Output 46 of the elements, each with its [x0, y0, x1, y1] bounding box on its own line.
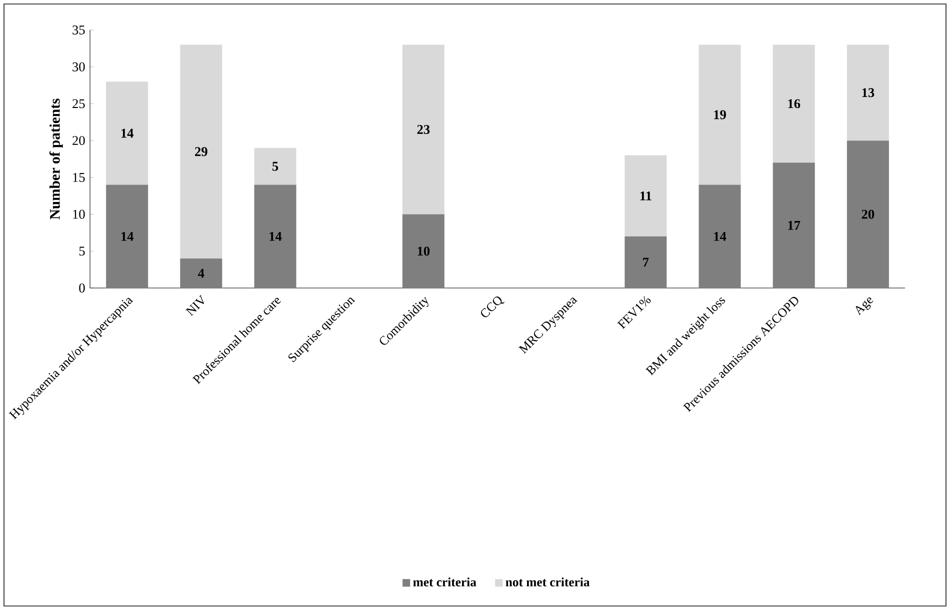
data-label: 19 [714, 110, 726, 120]
bar [772, 44, 815, 163]
bar [254, 184, 296, 288]
y-tick-label: 10 [73, 210, 85, 219]
bar [624, 155, 667, 236]
bar [402, 214, 444, 288]
data-label: 29 [195, 147, 208, 156]
bar [846, 140, 889, 288]
bar [180, 44, 222, 259]
data-label: 14 [121, 232, 134, 241]
bar [402, 44, 444, 214]
legend-label: met criteria [413, 577, 476, 586]
bar [180, 258, 222, 288]
data-label: 4 [198, 268, 204, 278]
data-label: 7 [643, 258, 649, 267]
bar [106, 184, 148, 288]
legend-label: not met criteria [506, 577, 590, 586]
data-label: 14 [714, 232, 726, 241]
bar [698, 44, 741, 185]
bar [624, 236, 667, 288]
data-label: 11 [640, 191, 652, 200]
data-label: 10 [418, 246, 430, 256]
y-axis-title: Number of patients [49, 98, 63, 220]
bar [254, 148, 296, 185]
bar [106, 82, 148, 185]
y-tick-label: 15 [73, 172, 85, 182]
bar [698, 184, 741, 288]
data-label: 23 [417, 125, 430, 134]
y-tick-label: 25 [72, 99, 85, 108]
data-label: 20 [862, 210, 874, 219]
y-tick-label: 5 [79, 246, 85, 256]
y-tick-label: 35 [72, 26, 85, 34]
x-tick-label: CCQ [481, 296, 505, 318]
data-label: 17 [788, 220, 800, 230]
data-label: 13 [862, 88, 874, 98]
y-tick-label: 0 [79, 283, 85, 292]
bar [846, 44, 889, 141]
data-label: 5 [272, 162, 278, 171]
data-label: 14 [121, 128, 134, 138]
y-tick-label: 20 [72, 136, 85, 146]
y-tick-label: 30 [72, 62, 85, 72]
data-label: 16 [788, 99, 800, 108]
bar [772, 162, 815, 288]
x-tick-label: NIV [185, 294, 204, 316]
data-label: 14 [270, 232, 282, 241]
x-tick-label: Age [856, 298, 874, 316]
